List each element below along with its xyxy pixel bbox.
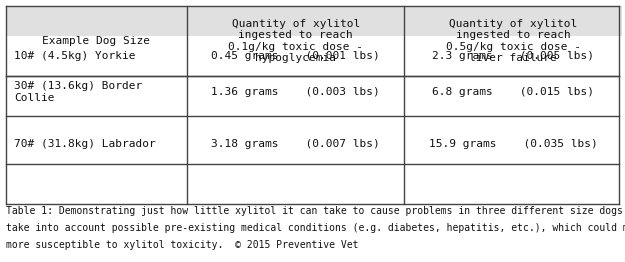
Bar bbox=[404, 68, 622, 116]
Text: 3.18 grams    (0.007 lbs): 3.18 grams (0.007 lbs) bbox=[211, 139, 380, 149]
Bar bbox=[404, 124, 622, 164]
Bar bbox=[187, 6, 404, 76]
Bar bbox=[187, 68, 404, 116]
Text: 30# (13.6kg) Border
Collie: 30# (13.6kg) Border Collie bbox=[14, 81, 142, 103]
Text: 0.45 grams    (0.001 lbs): 0.45 grams (0.001 lbs) bbox=[211, 51, 380, 61]
Bar bbox=[404, 36, 622, 76]
Text: Table 1: Demonstrating just how little xylitol it can take to cause problems in : Table 1: Demonstrating just how little x… bbox=[6, 206, 625, 216]
Bar bbox=[6, 6, 187, 76]
Text: 10# (4.5kg) Yorkie: 10# (4.5kg) Yorkie bbox=[14, 51, 136, 61]
Bar bbox=[404, 6, 622, 76]
Text: more susceptible to xylitol toxicity.  © 2015 Preventive Vet: more susceptible to xylitol toxicity. © … bbox=[6, 240, 359, 250]
Text: 2.3 grams    (0.005 lbs): 2.3 grams (0.005 lbs) bbox=[432, 51, 594, 61]
Text: 1.36 grams    (0.003 lbs): 1.36 grams (0.003 lbs) bbox=[211, 87, 380, 97]
Text: 15.9 grams    (0.035 lbs): 15.9 grams (0.035 lbs) bbox=[429, 139, 598, 149]
Text: Example Dog Size: Example Dog Size bbox=[42, 36, 151, 46]
Bar bbox=[6, 124, 187, 164]
Bar bbox=[6, 68, 187, 116]
Bar bbox=[187, 124, 404, 164]
Text: Quantity of xylitol
ingested to reach
0.1g/kg toxic dose -
hypoglycemia: Quantity of xylitol ingested to reach 0.… bbox=[228, 19, 363, 63]
Text: 70# (31.8kg) Labrador: 70# (31.8kg) Labrador bbox=[14, 139, 156, 149]
Text: take into account possible pre-existing medical conditions (e.g. diabetes, hepat: take into account possible pre-existing … bbox=[6, 223, 625, 233]
Text: Quantity of xylitol
ingested to reach
0.5g/kg toxic dose -
liver failure: Quantity of xylitol ingested to reach 0.… bbox=[446, 19, 581, 63]
Bar bbox=[187, 36, 404, 76]
Bar bbox=[6, 36, 187, 76]
Text: 6.8 grams    (0.015 lbs): 6.8 grams (0.015 lbs) bbox=[432, 87, 594, 97]
